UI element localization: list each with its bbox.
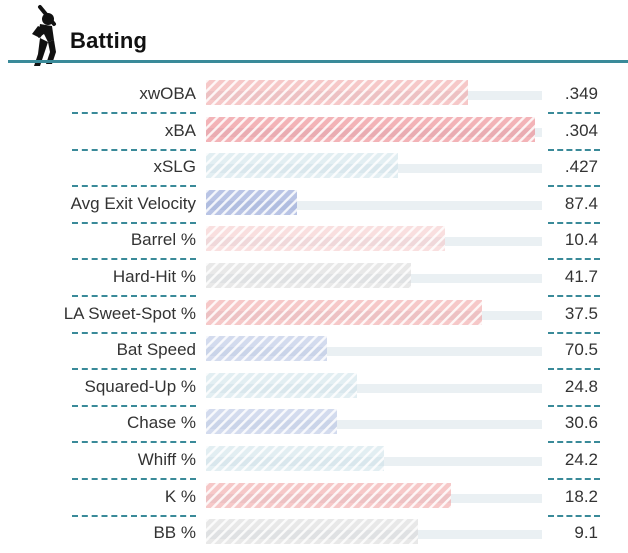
percentile-track [206,347,542,357]
row-divider [548,295,600,297]
percentile-bar [206,299,482,325]
stat-row: Bat Speed 70.5 [0,334,628,371]
percentile-bar [206,189,297,215]
stat-row: Whiff % 24.2 [0,444,628,480]
stat-value: .349 [564,84,598,103]
row-divider [72,404,196,407]
stat-label: xBA [164,120,196,140]
stat-value: 18.2 [564,486,598,506]
percentile-track [206,200,542,210]
stat-label: Avg Exit Velocity [70,193,196,213]
stat-row: Avg Exit Velocity 87.4 [0,188,628,224]
stat-row: xwOBA .349 [0,78,628,114]
section-title: Batting [70,28,148,53]
row-divider [548,112,600,114]
row-divider [72,514,196,517]
row-divider [548,404,600,407]
percentile-bar [206,226,445,252]
row-divider [548,441,600,444]
percentile-track [206,420,542,430]
stat-value: 24.2 [564,450,598,469]
stat-label: LA Sweet-Spot % [63,303,196,323]
stat-label: BB % [153,523,196,543]
percentile-track [206,383,542,393]
stat-row: Barrel % 10.4 [0,224,628,261]
row-divider [548,331,600,334]
row-divider [72,112,196,114]
stat-value: .304 [564,120,598,140]
stat-label: Hard-Hit % [112,267,196,286]
stat-label: xwOBA [139,84,196,103]
stat-row: Chase % 30.6 [0,407,628,444]
row-divider [72,441,196,444]
percentile-bar [206,519,418,545]
row-divider [72,368,196,371]
stat-value: 41.7 [564,267,598,286]
stat-label: Bat Speed [116,340,196,360]
percentile-bar [206,482,451,508]
row-divider [548,514,600,517]
row-divider [548,221,600,224]
stat-value: 37.5 [564,303,598,323]
row-divider [72,258,196,261]
row-divider [548,148,600,151]
stat-row: xBA .304 [0,115,628,151]
percentile-bar [206,409,337,435]
row-divider [72,478,196,480]
row-divider [548,368,600,371]
row-divider [72,148,196,151]
stat-value: 87.4 [564,193,598,213]
stat-value: 24.8 [564,376,598,396]
stat-label: K % [164,486,196,506]
percentile-bar [206,116,535,142]
stat-label: Squared-Up % [84,376,196,396]
percentile-bar [206,80,468,105]
row-divider [72,295,196,297]
row-divider [72,185,196,188]
stat-row: Squared-Up % 24.8 [0,371,628,407]
percentile-bar [206,372,357,398]
section-header: Batting [0,0,628,66]
stat-row: K % 18.2 [0,481,628,517]
percentile-bar [206,336,327,362]
stat-label: Chase % [127,413,196,433]
stat-row: BB % 9.1 [0,517,628,553]
stat-label: Barrel % [130,230,196,250]
row-divider [72,331,196,334]
stat-label: xSLG [153,157,196,177]
row-divider [548,258,600,261]
stat-row: Hard-Hit % 41.7 [0,261,628,297]
stat-label: Whiff % [137,450,196,469]
batter-silhouette-icon [32,5,56,66]
row-divider [548,478,600,480]
stat-value: 30.6 [564,413,598,433]
stat-row: LA Sweet-Spot % 37.5 [0,298,628,334]
row-divider [72,221,196,224]
percentile-bar [206,446,384,471]
row-divider [548,185,600,188]
stat-value: .427 [564,157,598,177]
stat-value: 10.4 [564,230,598,250]
percentile-bar [206,153,398,179]
stat-value: 70.5 [564,340,598,360]
stat-value: 9.1 [574,523,598,543]
stat-row: xSLG .427 [0,151,628,188]
percentile-bar [206,263,411,288]
header-divider [8,60,628,63]
